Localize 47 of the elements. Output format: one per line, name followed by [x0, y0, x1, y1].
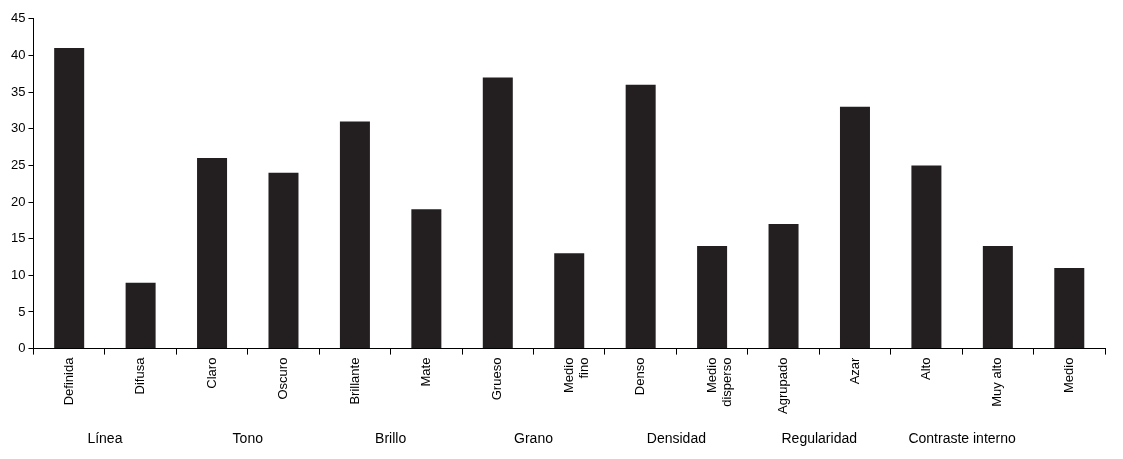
bar: [554, 253, 585, 349]
y-tick-label: 35: [10, 83, 26, 99]
bar: [982, 246, 1013, 349]
bar: [482, 77, 513, 349]
bar: [339, 121, 370, 349]
y-tick-label: 25: [10, 156, 26, 172]
bar: [697, 246, 728, 349]
bar: [839, 106, 870, 349]
bar: [54, 48, 85, 349]
x-tick-label: Difusa: [132, 356, 148, 395]
x-tick-label: Brillante: [346, 357, 362, 405]
x-tick-label: Grueso: [489, 357, 505, 401]
x-tick-label: Mate: [417, 357, 433, 387]
x-tick-label: Medio: [1060, 357, 1076, 394]
x-tick-label: Muy alto: [989, 357, 1005, 407]
bar: [125, 282, 156, 349]
text: Regularidad: [781, 430, 858, 446]
x-tick-label: Definida: [60, 356, 76, 406]
x-tick-label: Medio disperso: [703, 357, 735, 407]
x-tick-label: Agrupado: [775, 357, 791, 415]
x-tick-label: Claro: [203, 357, 219, 389]
x-tick-label: Oscuro: [275, 357, 291, 400]
y-tick-label: 20: [10, 193, 26, 209]
text: Línea: [87, 430, 123, 446]
bar: [768, 224, 799, 349]
bar: [1054, 268, 1085, 349]
bar: [411, 209, 442, 349]
x-tick-label: Medio fino: [560, 357, 592, 394]
text: Brillo: [375, 430, 407, 446]
bar: [911, 165, 942, 349]
x-tick-label: Alto: [917, 357, 933, 381]
y-tick-label: 40: [10, 47, 26, 63]
text: Grano: [514, 430, 554, 446]
text: Tono: [232, 430, 264, 446]
bar: [197, 158, 228, 349]
y-tick-label: 5: [18, 303, 26, 319]
y-tick-label: 0: [18, 340, 26, 356]
y-tick-label: 45: [10, 10, 26, 26]
text: Densidad: [646, 430, 706, 446]
x-tick-label: Denso: [632, 357, 648, 396]
y-tick-label: 30: [10, 120, 26, 136]
text: Contraste interno: [908, 430, 1017, 446]
bar: [625, 84, 656, 349]
y-tick-label: 10: [10, 266, 26, 282]
bar: [268, 172, 299, 349]
x-tick-label: Azar: [846, 356, 862, 385]
y-tick-label: 15: [10, 230, 26, 246]
